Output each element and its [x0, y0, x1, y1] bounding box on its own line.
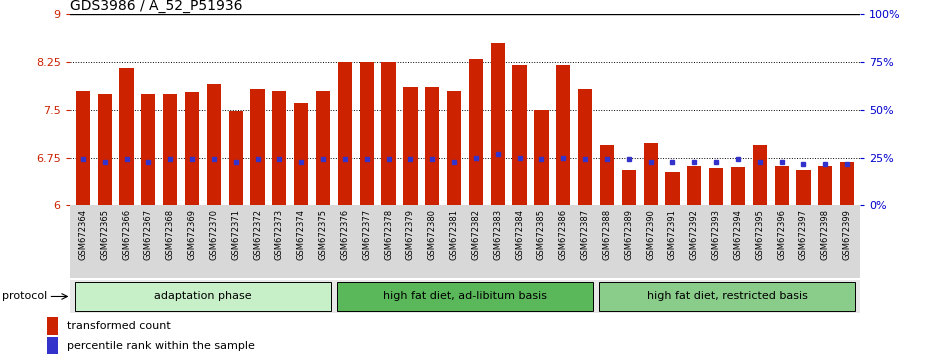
- Text: GSM672365: GSM672365: [100, 209, 109, 260]
- Text: transformed count: transformed count: [67, 321, 171, 331]
- Text: GSM672382: GSM672382: [472, 209, 481, 260]
- Bar: [709, 169, 724, 205]
- Text: GSM672385: GSM672385: [537, 209, 546, 260]
- Text: high fat diet, restricted basis: high fat diet, restricted basis: [646, 291, 807, 302]
- Text: GSM672394: GSM672394: [734, 209, 742, 260]
- Bar: [163, 94, 178, 205]
- Text: adaptation phase: adaptation phase: [154, 291, 252, 302]
- Text: GSM672380: GSM672380: [428, 209, 437, 260]
- Text: GSM672389: GSM672389: [624, 209, 633, 260]
- Bar: [447, 91, 461, 205]
- Bar: [644, 143, 658, 205]
- Text: GSM672377: GSM672377: [362, 209, 371, 260]
- Bar: [185, 92, 199, 205]
- Bar: [338, 62, 352, 205]
- Bar: [74, 282, 331, 310]
- Bar: [469, 59, 483, 205]
- Text: GSM672381: GSM672381: [449, 209, 458, 260]
- Bar: [46, 317, 58, 335]
- Bar: [796, 170, 811, 205]
- Text: GSM672390: GSM672390: [646, 209, 655, 260]
- Text: GSM672392: GSM672392: [690, 209, 698, 260]
- Text: GSM672391: GSM672391: [668, 209, 677, 260]
- Text: GSM672387: GSM672387: [580, 209, 590, 260]
- Bar: [141, 94, 155, 205]
- Bar: [337, 282, 593, 310]
- Bar: [731, 167, 745, 205]
- Bar: [75, 91, 90, 205]
- Bar: [46, 337, 58, 354]
- Bar: [250, 89, 265, 205]
- Text: GSM672371: GSM672371: [232, 209, 240, 260]
- Bar: [491, 43, 505, 205]
- Bar: [294, 103, 309, 205]
- Bar: [600, 145, 614, 205]
- Text: protocol: protocol: [2, 291, 47, 302]
- Text: GSM672366: GSM672366: [122, 209, 131, 260]
- Bar: [752, 145, 767, 205]
- Text: GSM672383: GSM672383: [493, 209, 502, 260]
- Bar: [381, 62, 395, 205]
- Text: GSM672399: GSM672399: [843, 209, 852, 260]
- Bar: [119, 68, 134, 205]
- Text: GSM672364: GSM672364: [78, 209, 87, 260]
- Text: percentile rank within the sample: percentile rank within the sample: [67, 341, 255, 351]
- Text: GSM672388: GSM672388: [603, 209, 611, 260]
- Text: GSM672384: GSM672384: [515, 209, 525, 260]
- Bar: [404, 87, 418, 205]
- Bar: [316, 91, 330, 205]
- Bar: [599, 282, 856, 310]
- Text: GSM672373: GSM672373: [275, 209, 284, 260]
- Bar: [687, 166, 701, 205]
- Bar: [229, 111, 243, 205]
- Text: GSM672397: GSM672397: [799, 209, 808, 260]
- Bar: [556, 65, 570, 205]
- Bar: [512, 65, 526, 205]
- Bar: [425, 87, 439, 205]
- Text: GSM672376: GSM672376: [340, 209, 350, 260]
- Text: GSM672375: GSM672375: [319, 209, 327, 260]
- Bar: [360, 62, 374, 205]
- Bar: [206, 84, 221, 205]
- Text: GSM672369: GSM672369: [188, 209, 196, 260]
- Text: GSM672367: GSM672367: [144, 209, 153, 260]
- Text: GSM672393: GSM672393: [711, 209, 721, 260]
- Bar: [621, 170, 636, 205]
- Bar: [775, 166, 789, 205]
- Text: GSM672378: GSM672378: [384, 209, 393, 260]
- Text: GSM672372: GSM672372: [253, 209, 262, 260]
- Text: GSM672368: GSM672368: [166, 209, 175, 260]
- Bar: [98, 94, 112, 205]
- Text: GSM672398: GSM672398: [821, 209, 830, 260]
- Bar: [818, 166, 832, 205]
- Text: GSM672395: GSM672395: [755, 209, 764, 260]
- Bar: [272, 91, 286, 205]
- Bar: [840, 162, 855, 205]
- Text: high fat diet, ad-libitum basis: high fat diet, ad-libitum basis: [383, 291, 547, 302]
- Text: GSM672370: GSM672370: [209, 209, 219, 260]
- Text: GSM672374: GSM672374: [297, 209, 306, 260]
- Bar: [535, 110, 549, 205]
- Text: GSM672396: GSM672396: [777, 209, 786, 260]
- Text: GSM672386: GSM672386: [559, 209, 568, 260]
- Text: GSM672379: GSM672379: [405, 209, 415, 260]
- Bar: [665, 172, 680, 205]
- Text: GDS3986 / A_52_P51936: GDS3986 / A_52_P51936: [70, 0, 242, 13]
- Bar: [578, 89, 592, 205]
